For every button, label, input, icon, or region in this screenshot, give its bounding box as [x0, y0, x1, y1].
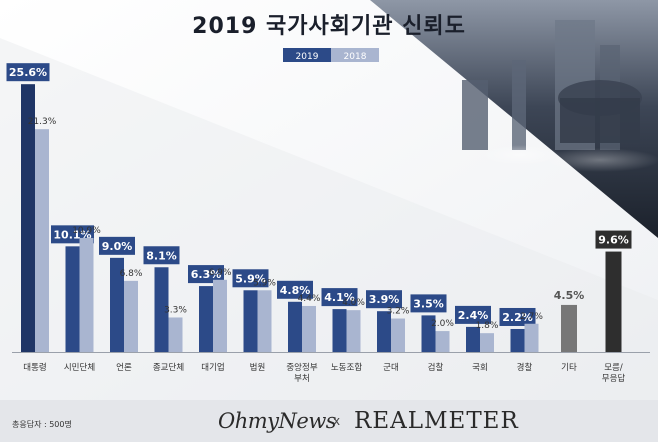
label-2019-10-box [455, 305, 491, 324]
label-2018-4: 6.9% [209, 268, 232, 278]
category-label-0-0: 대통령 [23, 362, 46, 373]
label-2018-6: 4.4% [298, 294, 321, 304]
label-2018-10: 1.8% [476, 321, 499, 331]
label-2019-2: 9.0% [102, 240, 133, 253]
category-label-11-0: 경찰 [517, 362, 533, 373]
bar-2018-10 [480, 333, 494, 352]
label-2019-0: 25.6% [9, 66, 47, 79]
label-2018-7: 4.0% [342, 298, 365, 308]
label-2019-5-box [232, 269, 269, 288]
label-2019-8: 3.9% [369, 293, 400, 306]
bar-2019-11 [510, 328, 525, 352]
category-label-4-0: 대기업 [201, 363, 224, 373]
bar-2018-4 [213, 279, 227, 352]
label-2019-11-box [499, 307, 536, 326]
bar-2018-11 [524, 323, 539, 352]
bar-other [561, 304, 577, 352]
label-2019-6-box [277, 280, 313, 299]
label-2019-7-box [321, 288, 358, 307]
label-2018-8: 3.2% [387, 307, 410, 317]
page-title: 2019 국가사회기관 신뢰도 [192, 14, 466, 39]
bar-2019-5 [243, 290, 258, 352]
category-label-13-0: 모름/ [604, 363, 623, 373]
bar-2019-2 [110, 257, 124, 352]
label-2019-10: 2.4% [458, 309, 489, 322]
bar-2019-10 [466, 326, 480, 352]
label-2018-0: 21.3% [28, 117, 57, 127]
category-label-3-0: 종교단체 [153, 362, 184, 373]
bar-2019-1 [65, 246, 80, 352]
label-2018-3: 3.3% [164, 305, 187, 315]
label-2019-7: 4.1% [324, 291, 355, 304]
legend-swatch-2018 [331, 48, 379, 62]
label-2019-11: 2.2% [502, 311, 533, 324]
category-label-2-0: 언론 [116, 362, 132, 373]
ohmynews-logo: OhmyNews [218, 409, 337, 433]
category-label-10-0: 국회 [472, 363, 488, 373]
realmeter-logo: REALMETER [354, 408, 519, 434]
label-2019-6: 4.8% [280, 284, 311, 297]
respondent-count: 총응답자 : 500명 [12, 420, 72, 429]
legend-label-2018: 2018 [344, 52, 367, 62]
bar-2018-3 [168, 317, 183, 352]
bar-2018-5 [257, 290, 272, 352]
label-2019-4: 6.3% [191, 268, 222, 281]
legend-label-2019: 2019 [296, 52, 319, 62]
category-label-7-0: 노동조합 [331, 363, 362, 373]
bar-2018-2 [124, 280, 138, 352]
bar-2018-0 [35, 129, 49, 352]
label-2019-3: 8.1% [146, 249, 177, 262]
bar-2019-7 [332, 309, 347, 352]
category-label-8-0: 군대 [383, 363, 399, 373]
label-2018-11: 2.7% [520, 312, 543, 322]
label-2019-5: 5.9% [235, 272, 266, 285]
category-label-12-0: 기타 [561, 363, 577, 373]
label-2018-9: 2.0% [431, 319, 454, 329]
bar-2018-1 [79, 237, 94, 352]
label-2019-9: 3.5% [413, 297, 444, 310]
bar-2019-0 [21, 84, 35, 352]
bar-2018-7 [346, 310, 361, 352]
label-2019-4-box [188, 265, 224, 284]
label-2018-2: 6.8% [120, 269, 143, 279]
footer-bar: 총응답자 : 500명 OhmyNews x REALMETER [0, 400, 658, 442]
label-2019-3-box [143, 246, 180, 265]
label-2019-0-box [6, 63, 50, 82]
category-label-9-0: 검찰 [428, 362, 444, 373]
bar-unknown [605, 251, 622, 352]
label-2018-5: 5.9% [253, 278, 276, 288]
label-other: 4.5% [554, 289, 585, 302]
city-night-photo [370, 0, 658, 238]
legend-swatch-2019 [283, 48, 331, 62]
bar-2018-8 [391, 318, 405, 352]
bar-2019-6 [288, 301, 302, 352]
bar-2019-4 [199, 286, 213, 352]
bar-2019-9 [421, 315, 436, 352]
label-2019-9-box [410, 294, 447, 313]
label-2018-1: 10.9% [72, 226, 101, 236]
bar-2018-9 [435, 331, 450, 352]
category-label-13-1: 무응답 [602, 373, 626, 384]
bar-2019-8 [377, 311, 391, 352]
bar-chart: 2019 201825.6%21.3%대통령10.1%10.9%시민단체9.0%6… [6, 48, 650, 384]
label-2019-2-box [99, 236, 135, 255]
label-unknown-box [595, 230, 632, 249]
category-label-1-0: 시민단체 [64, 362, 95, 373]
category-label-6-1: 부처 [294, 374, 310, 384]
bar-2018-6 [302, 305, 316, 352]
category-label-6-0: 중앙정부 [286, 362, 317, 373]
bar-2019-3 [154, 267, 169, 352]
brand-separator: x [333, 414, 341, 428]
category-label-5-0: 법원 [250, 362, 266, 373]
label-2019-8-box [366, 290, 402, 309]
label-unknown: 9.6% [598, 234, 629, 247]
